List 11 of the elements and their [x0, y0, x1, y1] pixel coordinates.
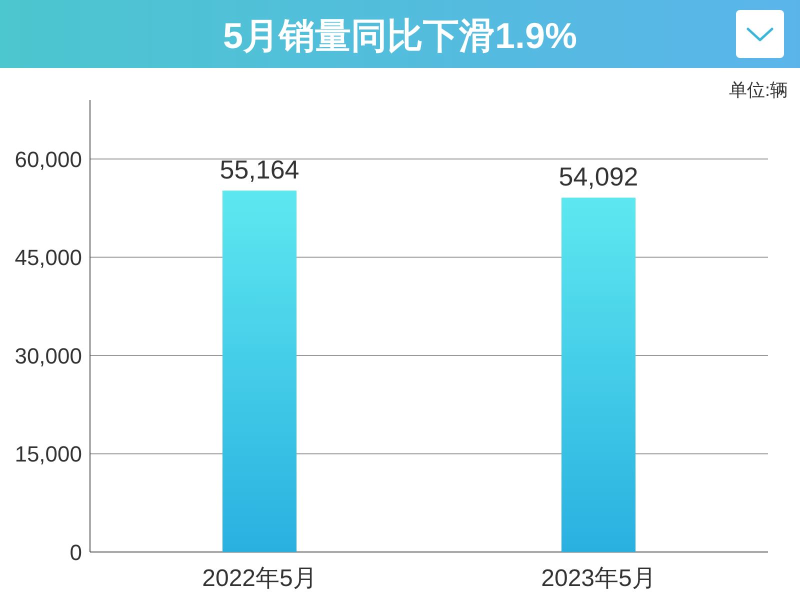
title: 5月销量同比下滑1.9%	[222, 15, 578, 56]
y-tick-label: 60,000	[14, 146, 82, 172]
y-tick-label: 15,000	[14, 442, 82, 467]
data-label: 55,164	[220, 154, 300, 185]
y-tick-label: 45,000	[14, 245, 82, 270]
annotation: 单位:辆	[728, 80, 788, 100]
y-tick-label: 30,000	[14, 343, 82, 368]
y-tick-label: 0	[70, 540, 82, 565]
x-tick-label: 2022年5月	[202, 565, 317, 592]
x-tick-label: 2023年5月	[541, 565, 656, 592]
data-label: 54,092	[558, 162, 638, 192]
